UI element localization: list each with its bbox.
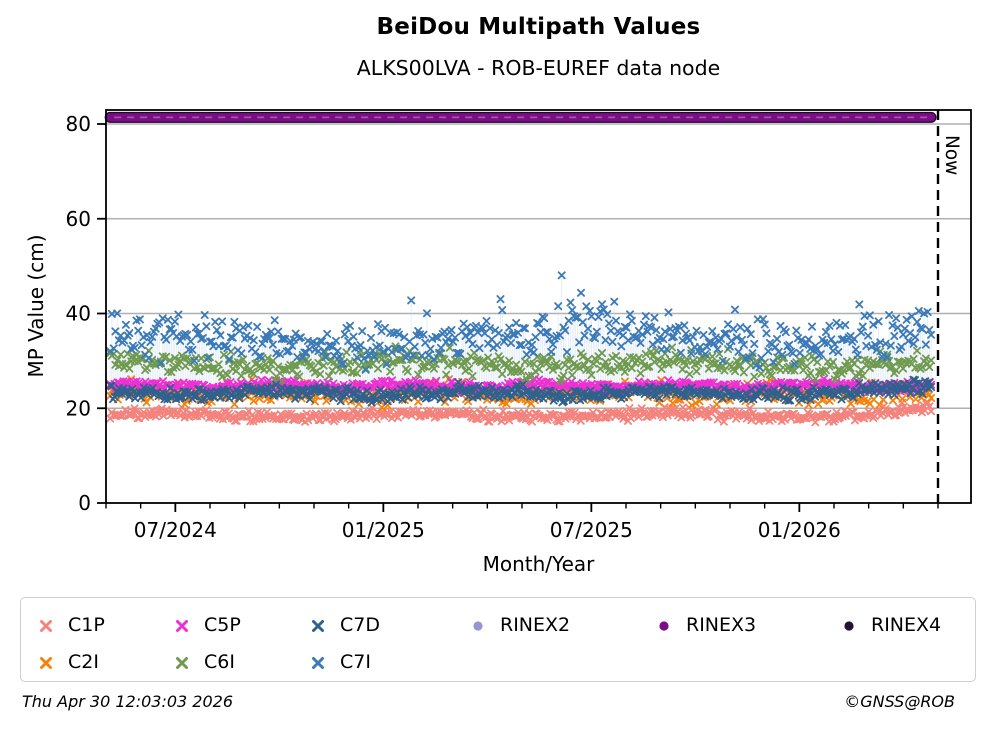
c7d-marker-icon	[309, 617, 327, 635]
legend-row-2: C2I C6I C7I	[37, 644, 975, 681]
now-label: Now	[941, 135, 962, 175]
c5p-marker-icon	[173, 617, 191, 635]
legend-box: C1P C5P C7D RINEX2 RINEX3 RINEX4 C2I C6I C7I	[20, 597, 976, 682]
rinex2-marker-icon	[469, 617, 487, 635]
legend-item-rinex4: RINEX4	[840, 616, 990, 635]
legend-item-rinex2: RINEX2	[469, 616, 655, 635]
y-tick-label: 80	[66, 112, 91, 136]
timestamp-text: Thu Apr 30 12:03:03 2026	[22, 692, 234, 711]
legend-item-c6i: C6I	[173, 653, 309, 672]
legend-item-c1p: C1P	[37, 616, 173, 635]
y-tick-label: 0	[78, 491, 91, 515]
x-tick-label: 01/2026	[758, 518, 841, 542]
x-axis-label: Month/Year	[482, 552, 595, 576]
legend-item-c5p: C5P	[173, 616, 309, 635]
legend-label: C5P	[204, 614, 241, 636]
legend-item-c7i: C7I	[309, 653, 469, 672]
legend-label: C7I	[340, 651, 371, 673]
y-tick-label: 40	[66, 302, 91, 326]
c7i-marker-icon	[309, 654, 327, 672]
legend-label: C6I	[204, 651, 235, 673]
series-C7I	[106, 271, 936, 374]
chart-title: BeiDou Multipath Values	[376, 14, 701, 40]
x-tick-label: 01/2025	[342, 518, 425, 542]
legend-item-rinex3: RINEX3	[655, 616, 840, 635]
legend-label: RINEX2	[500, 614, 571, 636]
series-C7D	[106, 375, 936, 407]
chart-subtitle: ALKS00LVA - ROB-EUREF data node	[356, 56, 721, 80]
legend-item-c2i: C2I	[37, 653, 173, 672]
x-tick-label: 07/2025	[550, 518, 633, 542]
legend-label: RINEX3	[686, 614, 757, 636]
legend-row-1: C1P C5P C7D RINEX2 RINEX3 RINEX4	[37, 607, 975, 644]
rinex3-marker-icon	[655, 617, 673, 635]
plot-area: 0 20 40 60 80 07/2024 01/2025 07/2025 01/2026 Now	[66, 109, 972, 542]
axes-frame	[105, 109, 972, 504]
credit-text: ©GNSS@ROB	[844, 692, 955, 711]
y-tick-label: 60	[66, 207, 91, 231]
legend-item-c7d: C7D	[309, 616, 469, 635]
series-C1P	[106, 398, 936, 427]
y-tick-label: 20	[66, 396, 91, 420]
c1p-marker-icon	[37, 617, 55, 635]
c6i-marker-icon	[173, 654, 191, 672]
legend-label: C2I	[68, 651, 99, 673]
legend-label: C1P	[68, 614, 105, 636]
legend-label: C7D	[340, 614, 380, 636]
legend-label: RINEX4	[871, 614, 942, 636]
x-tick-label: 07/2024	[134, 518, 217, 542]
rinex4-marker-icon	[840, 617, 858, 635]
c2i-marker-icon	[37, 654, 55, 672]
